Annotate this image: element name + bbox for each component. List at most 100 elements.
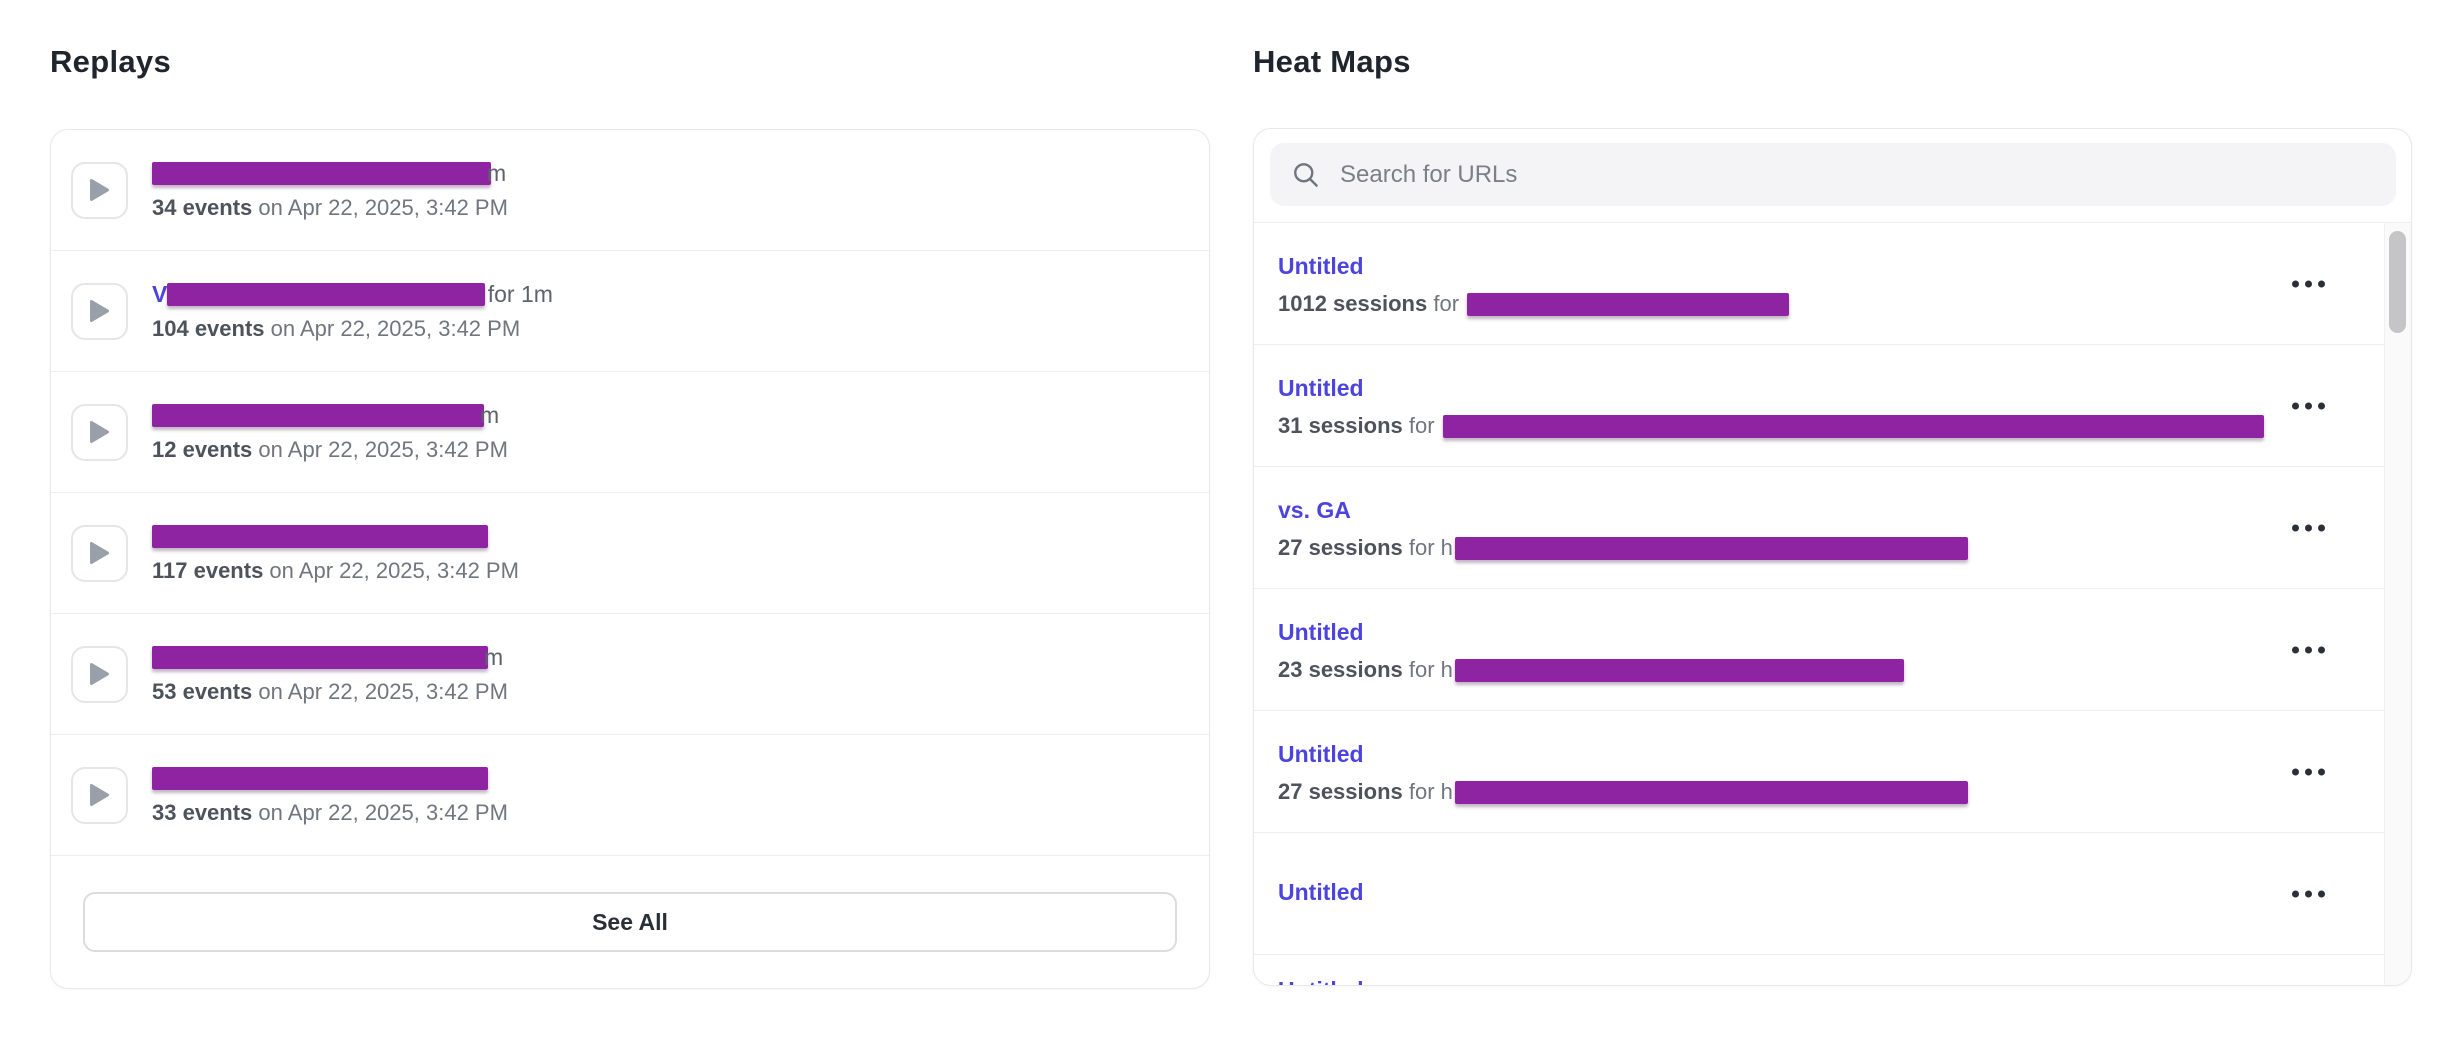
heatmap-title-link[interactable]: Untitled bbox=[1278, 375, 1364, 401]
heatmap-list: Untitled 1012 sessions for Untitled 31 s… bbox=[1254, 223, 2411, 985]
visitor-name-line[interactable]: m bbox=[152, 401, 508, 429]
url-visible-prefix: h bbox=[1440, 535, 1453, 560]
replay-text: m 53 events on Apr 22, 2025, 3:42 PM bbox=[152, 643, 508, 705]
dot-icon bbox=[2292, 646, 2299, 653]
heatmaps-heading: Heat Maps bbox=[1253, 44, 1411, 79]
sessions-line: 23 sessions for h bbox=[1278, 655, 2254, 685]
redaction-bar bbox=[152, 645, 488, 669]
play-button[interactable] bbox=[71, 524, 128, 582]
events-count: 117 events bbox=[152, 558, 264, 583]
events-count: 12 events bbox=[152, 437, 253, 462]
visitor-name-line[interactable] bbox=[152, 764, 508, 792]
replay-row[interactable]: m 34 events on Apr 22, 2025, 3:42 PM bbox=[51, 130, 1209, 251]
events-line: 53 events on Apr 22, 2025, 3:42 PM bbox=[152, 679, 508, 705]
heatmap-title-link[interactable]: vs. GA bbox=[1278, 497, 1351, 523]
dot-icon bbox=[2318, 646, 2325, 653]
for-label: for bbox=[1402, 657, 1441, 682]
events-count: 34 events bbox=[152, 195, 253, 220]
play-button[interactable] bbox=[71, 645, 128, 703]
heatmap-title-link[interactable]: Untitled bbox=[1278, 879, 1364, 905]
heatmap-row[interactable]: Untitled 23 sessions for h bbox=[1254, 589, 2384, 711]
events-count: 53 events bbox=[152, 679, 253, 704]
heatmap-row[interactable]: Untitled 31 sessions for bbox=[1254, 345, 2384, 467]
redaction-bar bbox=[1454, 780, 1968, 804]
visit-duration-suffix: m bbox=[480, 401, 500, 428]
more-options-button[interactable] bbox=[2290, 272, 2327, 295]
dot-icon bbox=[2305, 646, 2312, 653]
play-icon bbox=[90, 421, 109, 443]
visitor-name-line[interactable]: V for 1m bbox=[152, 280, 553, 308]
visitor-name-line[interactable]: m bbox=[152, 643, 508, 671]
heatmap-row[interactable]: Untitled bbox=[1254, 833, 2384, 955]
sessions-line: 1012 sessions for bbox=[1278, 289, 2254, 319]
heatmap-row[interactable]: vs. GA 27 sessions for h bbox=[1254, 467, 2384, 589]
events-line: 104 events on Apr 22, 2025, 3:42 PM bbox=[152, 316, 553, 342]
redaction-bar bbox=[152, 161, 491, 185]
events-line: 117 events on Apr 22, 2025, 3:42 PM bbox=[152, 558, 519, 584]
more-options-button[interactable] bbox=[2290, 516, 2327, 539]
dot-icon bbox=[2318, 890, 2325, 897]
events-line: 34 events on Apr 22, 2025, 3:42 PM bbox=[152, 195, 508, 221]
replay-row[interactable]: 33 events on Apr 22, 2025, 3:42 PM bbox=[51, 735, 1209, 856]
dot-icon bbox=[2318, 768, 2325, 775]
url-visible-prefix: h bbox=[1440, 657, 1453, 682]
replay-row[interactable]: 117 events on Apr 22, 2025, 3:42 PM bbox=[51, 493, 1209, 614]
play-button[interactable] bbox=[71, 766, 128, 824]
more-options-button[interactable] bbox=[2290, 760, 2327, 783]
replay-text: m 12 events on Apr 22, 2025, 3:42 PM bbox=[152, 401, 508, 463]
visit-duration-suffix: m bbox=[487, 159, 507, 186]
heatmap-rows: Untitled 1012 sessions for Untitled 31 s… bbox=[1254, 223, 2384, 985]
scrollbar-thumb[interactable] bbox=[2389, 231, 2406, 333]
visitor-name-line[interactable] bbox=[152, 522, 519, 550]
search-input[interactable]: Search for URLs bbox=[1270, 143, 2396, 206]
replay-row[interactable]: m 12 events on Apr 22, 2025, 3:42 PM bbox=[51, 372, 1209, 493]
events-date: on Apr 22, 2025, 3:42 PM bbox=[252, 195, 508, 220]
scrollbar-track[interactable] bbox=[2384, 223, 2411, 985]
see-all-button[interactable]: See All bbox=[83, 892, 1177, 952]
dot-icon bbox=[2318, 524, 2325, 531]
heatmap-row[interactable]: Untitled bbox=[1254, 955, 2384, 985]
dot-icon bbox=[2318, 402, 2325, 409]
more-options-button[interactable] bbox=[2290, 394, 2327, 417]
visitor-name-line[interactable]: m bbox=[152, 159, 508, 187]
redaction-bar bbox=[1454, 658, 1904, 682]
sessions-count: 1012 sessions bbox=[1278, 291, 1428, 316]
events-line: 33 events on Apr 22, 2025, 3:42 PM bbox=[152, 800, 508, 826]
replay-row[interactable]: V for 1m 104 events on Apr 22, 2025, 3:4… bbox=[51, 251, 1209, 372]
heatmap-title-link[interactable]: Untitled bbox=[1278, 741, 1364, 767]
for-label: for bbox=[1402, 535, 1441, 560]
for-label: for bbox=[1427, 291, 1466, 316]
play-button[interactable] bbox=[71, 403, 128, 461]
search-section: Search for URLs bbox=[1254, 129, 2411, 223]
play-button[interactable] bbox=[71, 282, 128, 340]
sessions-count: 27 sessions bbox=[1278, 535, 1403, 560]
search-placeholder: Search for URLs bbox=[1340, 160, 1518, 188]
sessions-line: 31 sessions for bbox=[1278, 411, 2264, 441]
heatmaps-card: Search for URLs Untitled 1012 sessions f… bbox=[1253, 128, 2412, 986]
replays-card: m 34 events on Apr 22, 2025, 3:42 PM V f… bbox=[50, 129, 1210, 989]
dot-icon bbox=[2292, 890, 2299, 897]
dot-icon bbox=[2292, 524, 2299, 531]
heatmap-row[interactable]: Untitled 27 sessions for h bbox=[1254, 711, 2384, 833]
replay-text: V for 1m 104 events on Apr 22, 2025, 3:4… bbox=[152, 280, 553, 342]
dot-icon bbox=[2305, 402, 2312, 409]
more-options-button[interactable] bbox=[2290, 882, 2327, 905]
for-label: for bbox=[1402, 413, 1441, 438]
heatmap-row[interactable]: Untitled 1012 sessions for bbox=[1254, 223, 2384, 345]
heatmap-title-link[interactable]: Untitled bbox=[1278, 975, 1364, 985]
dot-icon bbox=[2292, 402, 2299, 409]
sessions-count: 27 sessions bbox=[1278, 779, 1403, 804]
redaction-bar bbox=[152, 403, 484, 427]
redaction-bar bbox=[152, 766, 488, 790]
heatmap-title-link[interactable]: Untitled bbox=[1278, 619, 1364, 645]
events-date: on Apr 22, 2025, 3:42 PM bbox=[252, 679, 508, 704]
play-icon bbox=[90, 663, 109, 685]
replays-heading: Replays bbox=[50, 44, 171, 79]
play-icon bbox=[90, 784, 109, 806]
visit-duration-suffix: for 1m bbox=[481, 280, 553, 307]
url-visible-prefix: h bbox=[1440, 779, 1453, 804]
play-button[interactable] bbox=[71, 161, 128, 219]
heatmap-title-link[interactable]: Untitled bbox=[1278, 253, 1364, 279]
replay-row[interactable]: m 53 events on Apr 22, 2025, 3:42 PM bbox=[51, 614, 1209, 735]
more-options-button[interactable] bbox=[2290, 638, 2327, 661]
